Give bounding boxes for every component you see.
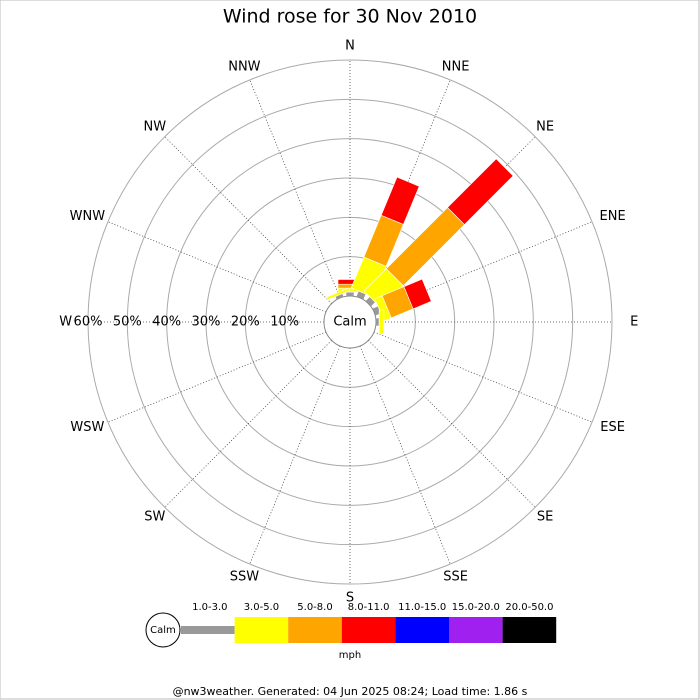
legend-label: 3.0-5.0 bbox=[244, 602, 279, 613]
spoke bbox=[368, 340, 536, 508]
direction-label: N bbox=[345, 39, 355, 54]
r-tick-label: 30% bbox=[192, 315, 221, 330]
legend-label: 5.0-8.0 bbox=[297, 602, 332, 613]
spoke bbox=[164, 340, 332, 508]
direction-label: W bbox=[59, 315, 72, 330]
direction-label: SW bbox=[144, 510, 165, 525]
ring bbox=[166, 138, 534, 506]
legend-label: 1.0-3.0 bbox=[192, 602, 227, 613]
legend-swatch bbox=[449, 617, 503, 643]
wind-bar bbox=[326, 287, 351, 301]
wind-bar bbox=[378, 309, 385, 335]
r-tick-label: 20% bbox=[231, 315, 260, 330]
direction-label: ESE bbox=[600, 420, 625, 435]
legend-calm bbox=[145, 612, 181, 648]
legend-swatch bbox=[288, 617, 342, 643]
direction-label: SE bbox=[537, 510, 553, 525]
direction-label: SSW bbox=[230, 569, 260, 584]
direction-label: WNW bbox=[70, 209, 106, 224]
spoke bbox=[359, 345, 451, 565]
direction-label: E bbox=[630, 315, 638, 330]
legend-swatch bbox=[395, 617, 449, 643]
calm-circle bbox=[323, 295, 377, 349]
ring bbox=[87, 59, 613, 585]
wind-bar bbox=[403, 278, 432, 310]
r-tick-label: 40% bbox=[152, 315, 181, 330]
legend-swatch bbox=[502, 617, 557, 643]
legend-swatch bbox=[234, 617, 289, 643]
spoke bbox=[249, 79, 341, 299]
direction-label: WSW bbox=[70, 420, 104, 435]
r-tick-label: 60% bbox=[74, 315, 103, 330]
legend-calm-label: Calm bbox=[150, 625, 176, 636]
chart-title: Wind rose for 30 Nov 2010 bbox=[223, 6, 477, 28]
direction-label: NNE bbox=[442, 60, 470, 75]
r-tick-label: 50% bbox=[113, 315, 142, 330]
legend-swatch bbox=[341, 617, 396, 643]
r-tick-label: 10% bbox=[270, 315, 299, 330]
direction-label: NNW bbox=[228, 60, 260, 75]
legend-label: 11.0-15.0 bbox=[398, 602, 446, 613]
spoke bbox=[373, 331, 593, 423]
legend-label: 20.0-50.0 bbox=[505, 602, 553, 613]
direction-label: SSE bbox=[443, 569, 468, 584]
direction-label: S bbox=[346, 591, 354, 606]
unit-label: mph bbox=[339, 650, 361, 661]
spoke bbox=[107, 221, 327, 313]
wind-bar bbox=[447, 158, 514, 225]
calm-label: Calm bbox=[333, 315, 366, 330]
wind-bar bbox=[345, 291, 355, 297]
legend-label: 8.0-11.0 bbox=[348, 602, 390, 613]
direction-label: ENE bbox=[600, 209, 626, 224]
direction-label: NE bbox=[536, 119, 554, 134]
legend-label: 15.0-20.0 bbox=[452, 602, 500, 613]
ring bbox=[126, 98, 574, 546]
spoke bbox=[107, 331, 327, 423]
spoke bbox=[249, 345, 341, 565]
legend-swatch bbox=[181, 626, 235, 634]
wind-bar bbox=[380, 176, 420, 225]
bars bbox=[326, 158, 514, 335]
direction-label: NW bbox=[144, 119, 167, 134]
footer: @nw3weather. Generated: 04 Jun 2025 08:2… bbox=[173, 685, 528, 698]
spoke bbox=[164, 136, 332, 304]
